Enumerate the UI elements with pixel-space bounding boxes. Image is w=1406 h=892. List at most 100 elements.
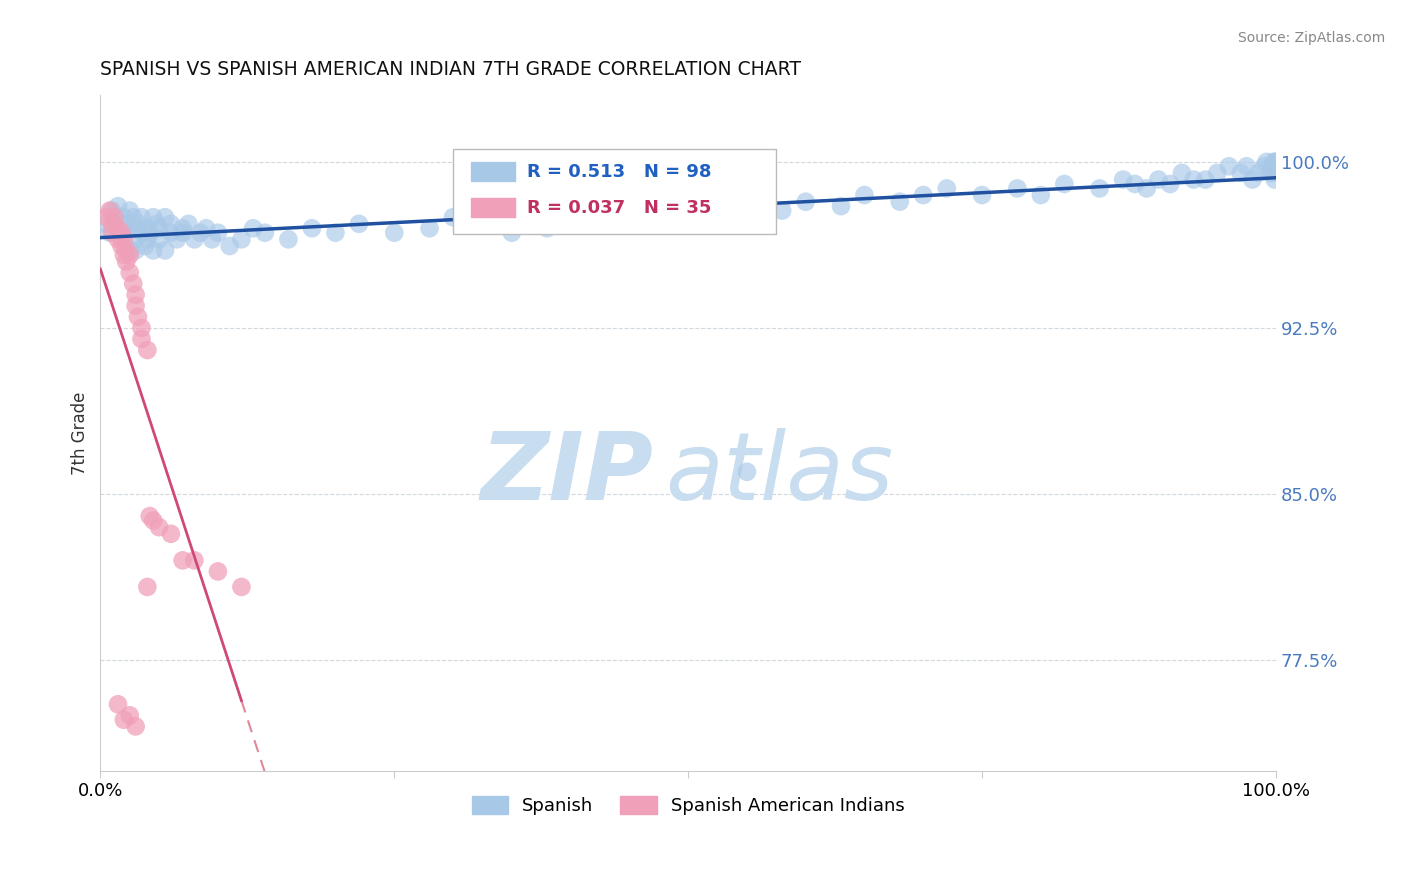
Point bbox=[583, 203, 606, 218]
Point bbox=[253, 226, 276, 240]
Point bbox=[1206, 166, 1229, 180]
Point bbox=[110, 239, 132, 253]
Point bbox=[1256, 154, 1278, 169]
Point bbox=[1253, 159, 1275, 173]
Point bbox=[1007, 181, 1029, 195]
Point bbox=[188, 226, 211, 240]
Point bbox=[110, 232, 132, 246]
Point bbox=[1147, 172, 1170, 186]
Point bbox=[166, 232, 188, 246]
Point bbox=[735, 465, 758, 479]
Point bbox=[127, 217, 149, 231]
Point bbox=[301, 221, 323, 235]
Point bbox=[124, 244, 146, 258]
Point bbox=[122, 277, 145, 291]
FancyBboxPatch shape bbox=[453, 150, 776, 234]
Point bbox=[118, 244, 141, 258]
Point bbox=[153, 210, 176, 224]
Point bbox=[830, 199, 852, 213]
Point bbox=[115, 254, 138, 268]
Point bbox=[1123, 177, 1146, 191]
Point bbox=[1053, 177, 1076, 191]
Point bbox=[207, 226, 229, 240]
Point bbox=[124, 299, 146, 313]
Point bbox=[970, 188, 993, 202]
Point bbox=[1088, 181, 1111, 195]
Point bbox=[146, 217, 169, 231]
Point bbox=[676, 203, 699, 218]
Point bbox=[853, 188, 876, 202]
Point bbox=[131, 332, 153, 346]
Point bbox=[107, 232, 129, 246]
Point bbox=[1247, 166, 1270, 180]
Text: R = 0.037   N = 35: R = 0.037 N = 35 bbox=[527, 199, 711, 217]
Point bbox=[501, 226, 523, 240]
Point bbox=[1218, 159, 1240, 173]
Point bbox=[101, 226, 124, 240]
Point bbox=[172, 221, 194, 235]
Text: Source: ZipAtlas.com: Source: ZipAtlas.com bbox=[1237, 31, 1385, 45]
Point bbox=[418, 221, 440, 235]
Point bbox=[1261, 159, 1284, 173]
Point bbox=[124, 221, 146, 235]
Point bbox=[700, 199, 723, 213]
Point bbox=[136, 343, 159, 357]
Point bbox=[96, 217, 118, 231]
Point bbox=[112, 226, 135, 240]
Point bbox=[110, 226, 132, 240]
Bar bbox=[471, 162, 516, 181]
Point bbox=[160, 217, 183, 231]
Point bbox=[136, 232, 159, 246]
Point bbox=[277, 232, 299, 246]
Point bbox=[172, 226, 194, 240]
Y-axis label: 7th Grade: 7th Grade bbox=[72, 392, 89, 475]
Point bbox=[1263, 154, 1285, 169]
Text: SPANISH VS SPANISH AMERICAN INDIAN 7TH GRADE CORRELATION CHART: SPANISH VS SPANISH AMERICAN INDIAN 7TH G… bbox=[100, 60, 801, 78]
Point bbox=[619, 217, 641, 231]
Point bbox=[654, 210, 676, 224]
Point bbox=[1265, 166, 1288, 180]
Point bbox=[231, 580, 253, 594]
Point bbox=[183, 232, 205, 246]
Point bbox=[1264, 172, 1286, 186]
Point bbox=[118, 266, 141, 280]
Point bbox=[1171, 166, 1194, 180]
Point bbox=[912, 188, 935, 202]
Point bbox=[218, 239, 240, 253]
Point bbox=[1236, 159, 1258, 173]
Point bbox=[935, 181, 957, 195]
Point bbox=[172, 553, 194, 567]
Point bbox=[122, 210, 145, 224]
Point bbox=[1265, 154, 1288, 169]
Point bbox=[207, 565, 229, 579]
Point bbox=[889, 194, 911, 209]
Point bbox=[138, 226, 160, 240]
Point bbox=[107, 221, 129, 235]
Point bbox=[124, 719, 146, 733]
Point bbox=[107, 221, 129, 235]
Text: atlas: atlas bbox=[665, 428, 893, 519]
Point bbox=[142, 210, 165, 224]
Point bbox=[101, 203, 124, 218]
Point bbox=[770, 203, 793, 218]
Point bbox=[112, 232, 135, 246]
Point bbox=[142, 514, 165, 528]
Point bbox=[142, 244, 165, 258]
Point bbox=[112, 713, 135, 727]
Point bbox=[1229, 166, 1251, 180]
Point bbox=[131, 226, 153, 240]
Point bbox=[148, 221, 170, 235]
Point bbox=[1265, 159, 1288, 173]
Point bbox=[124, 232, 146, 246]
Point bbox=[1029, 188, 1052, 202]
Point bbox=[118, 248, 141, 262]
Point bbox=[96, 210, 118, 224]
Point bbox=[347, 217, 370, 231]
Legend: Spanish, Spanish American Indians: Spanish, Spanish American Indians bbox=[464, 789, 912, 822]
Point bbox=[1194, 172, 1216, 186]
Point bbox=[136, 580, 159, 594]
Text: ZIP: ZIP bbox=[479, 427, 652, 519]
Text: R = 0.513   N = 98: R = 0.513 N = 98 bbox=[527, 162, 711, 181]
Point bbox=[115, 217, 138, 231]
Bar bbox=[471, 198, 516, 217]
